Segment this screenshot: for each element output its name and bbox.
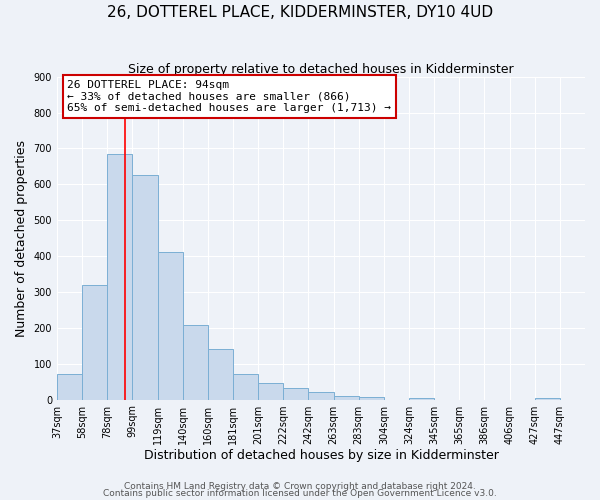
- Title: Size of property relative to detached houses in Kidderminster: Size of property relative to detached ho…: [128, 62, 514, 76]
- Bar: [208, 350, 233, 400]
- Bar: [107, 154, 133, 400]
- Bar: [409, 398, 434, 400]
- Bar: [233, 374, 258, 400]
- Bar: [158, 252, 182, 400]
- Bar: [182, 326, 208, 400]
- Bar: [258, 382, 283, 400]
- Bar: [283, 388, 308, 400]
- Bar: [133, 174, 158, 400]
- Text: 26, DOTTEREL PLACE, KIDDERMINSTER, DY10 4UD: 26, DOTTEREL PLACE, KIDDERMINSTER, DY10 …: [107, 5, 493, 20]
- Y-axis label: Number of detached properties: Number of detached properties: [15, 140, 28, 336]
- Text: Contains HM Land Registry data © Crown copyright and database right 2024.: Contains HM Land Registry data © Crown c…: [124, 482, 476, 491]
- Bar: [308, 392, 334, 400]
- X-axis label: Distribution of detached houses by size in Kidderminster: Distribution of detached houses by size …: [143, 450, 499, 462]
- Bar: [334, 396, 359, 400]
- Bar: [57, 374, 82, 400]
- Text: 26 DOTTEREL PLACE: 94sqm
← 33% of detached houses are smaller (866)
65% of semi-: 26 DOTTEREL PLACE: 94sqm ← 33% of detach…: [67, 80, 391, 113]
- Bar: [535, 398, 560, 400]
- Text: Contains public sector information licensed under the Open Government Licence v3: Contains public sector information licen…: [103, 490, 497, 498]
- Bar: [359, 396, 384, 400]
- Bar: [82, 285, 107, 400]
